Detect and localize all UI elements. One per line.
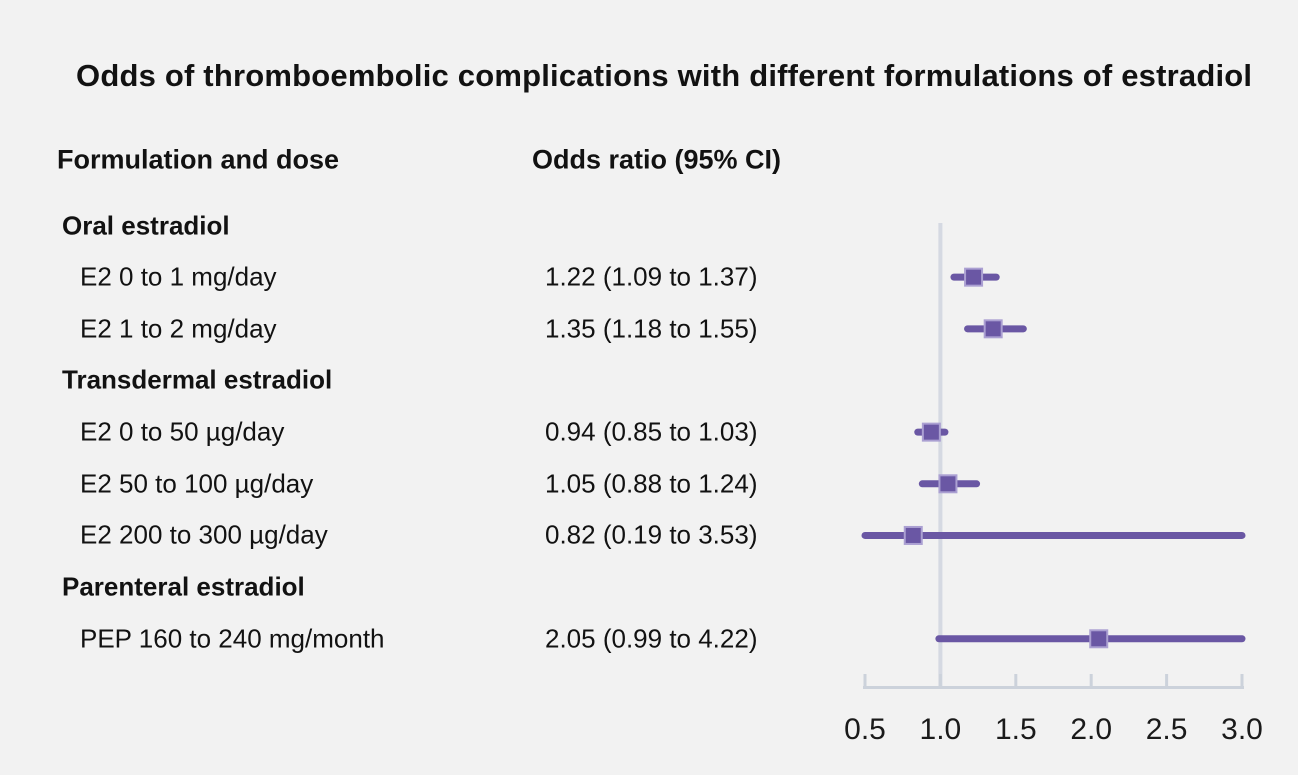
tick-label: 1.5 <box>995 713 1037 746</box>
or-marker <box>938 474 958 494</box>
or-value: 2.05 (0.99 to 4.22) <box>545 623 758 654</box>
or-value: 0.82 (0.19 to 3.53) <box>545 519 758 550</box>
row-label: E2 200 to 300 µg/day <box>80 519 328 550</box>
or-marker <box>964 267 984 287</box>
row-label: PEP 160 to 240 mg/month <box>80 623 385 654</box>
group-label: Transdermal estradiol <box>62 364 333 395</box>
tick-label: 0.5 <box>844 713 886 746</box>
or-marker <box>921 422 941 442</box>
row-label: E2 0 to 50 µg/day <box>80 416 285 447</box>
tick-label: 2.5 <box>1146 713 1188 746</box>
or-value: 1.35 (1.18 to 1.55) <box>545 313 758 344</box>
figure-title: Odds of thromboembolic complications wit… <box>76 58 1253 93</box>
tick-label: 2.0 <box>1070 713 1112 746</box>
column-header-odds-ratio: Odds ratio (95% CI) <box>532 144 782 175</box>
or-marker <box>983 319 1003 339</box>
or-marker <box>1089 629 1109 649</box>
or-value: 0.94 (0.85 to 1.03) <box>545 416 758 447</box>
or-marker <box>903 525 923 545</box>
tick-label: 1.0 <box>920 713 962 746</box>
or-value: 1.22 (1.09 to 1.37) <box>545 261 758 292</box>
group-label: Parenteral estradiol <box>62 571 305 602</box>
column-header-formulation: Formulation and dose <box>57 144 340 175</box>
group-label: Oral estradiol <box>62 210 230 240</box>
row-label: E2 50 to 100 µg/day <box>80 468 314 499</box>
row-label: E2 0 to 1 mg/day <box>80 261 277 292</box>
row-label: E2 1 to 2 mg/day <box>80 313 277 344</box>
or-value: 1.05 (0.88 to 1.24) <box>545 468 758 499</box>
tick-label: 3.0 <box>1221 713 1263 746</box>
